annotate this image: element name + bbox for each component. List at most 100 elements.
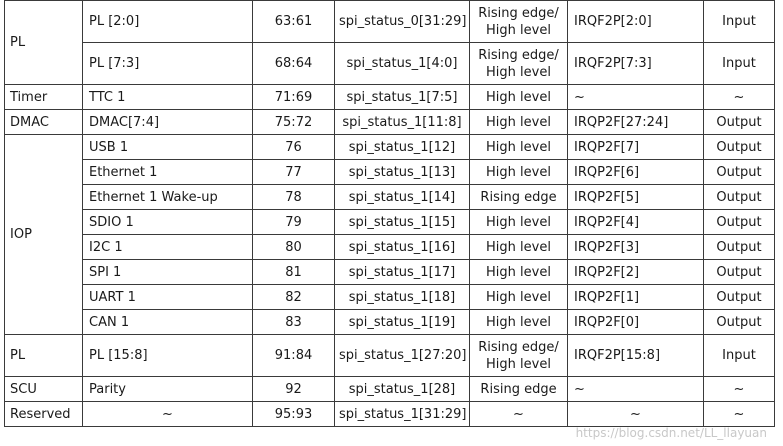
interrupt-table: PL PL [2:0] 63:61 spi_status_0[31:29] Ri… [4, 0, 775, 427]
direction-cell: Output [703, 209, 775, 235]
irq-id-cell: 71:69 [252, 84, 335, 110]
group-cell: Timer [4, 84, 83, 110]
status-bits-cell: spi_status_1[18] [334, 284, 470, 310]
table-row: PL PL [15:8] 91:84 spi_status_1[27:20] R… [4, 334, 775, 377]
table-row: SDIO 1 79 spi_status_1[15] High level IR… [5, 209, 775, 235]
status-bits-cell: spi_status_1[12] [334, 134, 470, 160]
status-bits-cell: spi_status_1[27:20] [334, 334, 470, 377]
pl-signal-cell: IRQP2F[27:24] [567, 109, 704, 135]
irq-id-cell: 68:64 [252, 42, 335, 85]
direction-cell: Output [703, 259, 775, 285]
pl-signal-cell: ~ [567, 401, 704, 427]
table-row: PL [7:3] 68:64 spi_status_1[4:0] Rising … [5, 42, 775, 85]
direction-cell: Output [703, 284, 775, 310]
sensitivity-cell: High level [469, 234, 568, 260]
sensitivity-cell: High level [469, 284, 568, 310]
irq-id-cell: 82 [252, 284, 335, 310]
source-cell: PL [2:0] [82, 0, 253, 43]
direction-cell: Output [703, 109, 775, 135]
pl-signal-cell: IRQP2F[6] [567, 159, 704, 185]
sensitivity-cell: High level [469, 259, 568, 285]
sensitivity-cell: High level [469, 309, 568, 335]
irq-id-cell: 95:93 [252, 401, 335, 427]
direction-cell: Output [703, 134, 775, 160]
direction-cell: Input [703, 334, 775, 377]
direction-cell: ~ [703, 376, 775, 402]
pl-signal-cell: IRQP2F[5] [567, 184, 704, 210]
pl-signal-cell: IRQP2F[3] [567, 234, 704, 260]
sensitivity-cell: High level [469, 134, 568, 160]
table-row: IOP USB 1 76 spi_status_1[12] High level… [4, 134, 775, 335]
source-cell: PL [15:8] [82, 334, 253, 377]
irq-id-cell: 80 [252, 234, 335, 260]
sensitivity-cell: Rising edge/ High level [469, 334, 568, 377]
irq-id-cell: 81 [252, 259, 335, 285]
direction-cell: Output [703, 184, 775, 210]
source-cell: Ethernet 1 Wake-up [82, 184, 253, 210]
sensitivity-cell: Rising edge/ High level [469, 0, 568, 43]
pl-signal-cell: IRQF2P[2:0] [567, 0, 704, 43]
status-bits-cell: spi_status_1[7:5] [334, 84, 470, 110]
direction-cell: Output [703, 309, 775, 335]
direction-cell: Input [703, 0, 775, 43]
source-cell: USB 1 [82, 134, 253, 160]
pl-signal-cell: ~ [567, 376, 704, 402]
pl-signal-cell: IRQF2P[15:8] [567, 334, 704, 377]
source-cell: I2C 1 [82, 234, 253, 260]
table-row: Reserved ~ 95:93 spi_status_1[31:29] ~ ~… [4, 401, 775, 427]
table-row: SCU Parity 92 spi_status_1[28] Rising ed… [4, 376, 775, 402]
direction-cell: ~ [703, 84, 775, 110]
irq-id-cell: 63:61 [252, 0, 335, 43]
source-cell: PL [7:3] [82, 42, 253, 85]
irq-id-cell: 76 [252, 134, 335, 160]
status-bits-cell: spi_status_1[19] [334, 309, 470, 335]
table-row: Ethernet 1 Wake-up 78 spi_status_1[14] R… [5, 184, 775, 210]
direction-cell: Input [703, 42, 775, 85]
irq-id-cell: 77 [252, 159, 335, 185]
source-cell: Parity [82, 376, 253, 402]
sensitivity-cell: High level [469, 109, 568, 135]
status-bits-cell: spi_status_0[31:29] [334, 0, 470, 43]
table-row: UART 1 82 spi_status_1[18] High level IR… [5, 284, 775, 310]
group-cell: PL [4, 0, 83, 85]
table-row: CAN 1 83 spi_status_1[19] High level IRQ… [5, 309, 775, 335]
pl-signal-cell: ~ [567, 84, 704, 110]
status-bits-cell: spi_status_1[11:8] [334, 109, 470, 135]
sensitivity-cell: High level [469, 159, 568, 185]
direction-cell: ~ [703, 401, 775, 427]
source-cell: CAN 1 [82, 309, 253, 335]
source-cell: SPI 1 [82, 259, 253, 285]
group-cell: DMAC [4, 109, 83, 135]
direction-cell: Output [703, 234, 775, 260]
source-cell: TTC 1 [82, 84, 253, 110]
table-row: SPI 1 81 spi_status_1[17] High level IRQ… [5, 259, 775, 285]
source-cell: UART 1 [82, 284, 253, 310]
pl-signal-cell: IRQF2P[7:3] [567, 42, 704, 85]
table-row: PL PL [2:0] 63:61 spi_status_0[31:29] Ri… [4, 0, 775, 85]
status-bits-cell: spi_status_1[31:29] [334, 401, 470, 427]
group-cell: Reserved [4, 401, 83, 427]
group-cell: IOP [4, 134, 83, 335]
status-bits-cell: spi_status_1[28] [334, 376, 470, 402]
sensitivity-cell: ~ [469, 401, 568, 427]
source-cell: Ethernet 1 [82, 159, 253, 185]
status-bits-cell: spi_status_1[16] [334, 234, 470, 260]
source-cell: ~ [82, 401, 253, 427]
table-row: DMAC DMAC[7:4] 75:72 spi_status_1[11:8] … [4, 109, 775, 135]
irq-id-cell: 75:72 [252, 109, 335, 135]
sensitivity-cell: Rising edge [469, 184, 568, 210]
status-bits-cell: spi_status_1[4:0] [334, 42, 470, 85]
status-bits-cell: spi_status_1[15] [334, 209, 470, 235]
source-cell: DMAC[7:4] [82, 109, 253, 135]
pl-signal-cell: IRQP2F[0] [567, 309, 704, 335]
status-bits-cell: spi_status_1[13] [334, 159, 470, 185]
watermark: https://blog.csdn.net/LL_llayuan [575, 426, 767, 440]
pl-signal-cell: IRQP2F[4] [567, 209, 704, 235]
group-cell: PL [4, 334, 83, 377]
irq-id-cell: 92 [252, 376, 335, 402]
sensitivity-cell: High level [469, 209, 568, 235]
table-row: I2C 1 80 spi_status_1[16] High level IRQ… [5, 234, 775, 260]
source-cell: SDIO 1 [82, 209, 253, 235]
sensitivity-cell: Rising edge/ High level [469, 42, 568, 85]
pl-signal-cell: IRQP2F[7] [567, 134, 704, 160]
